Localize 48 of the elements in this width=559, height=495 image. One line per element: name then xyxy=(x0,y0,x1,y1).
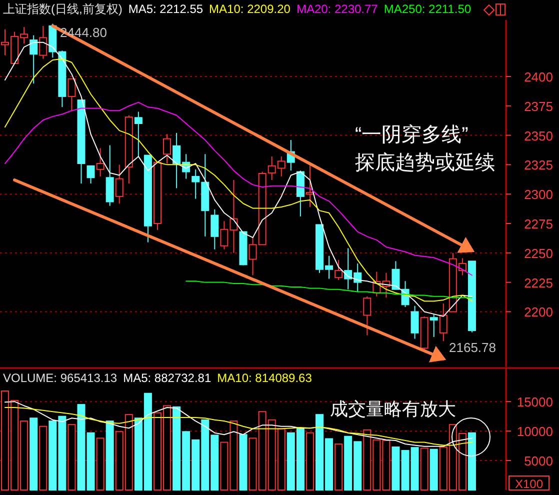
annotation: 成交量略有放大 xyxy=(330,399,456,419)
bar xyxy=(96,438,104,490)
candlestick xyxy=(134,111,142,157)
text: X100 xyxy=(514,477,544,491)
y-tick-label: 2200 xyxy=(524,304,553,320)
bar xyxy=(39,426,48,490)
bar xyxy=(392,446,400,490)
bar xyxy=(30,418,38,490)
chart-title: VOLUME: 965413.13 xyxy=(3,371,118,385)
y-tick-label: 2275 xyxy=(524,216,553,232)
bar xyxy=(77,404,86,490)
candlestick xyxy=(96,148,104,177)
bar xyxy=(86,432,95,490)
bar xyxy=(468,432,476,490)
candlestick xyxy=(192,168,200,200)
bar xyxy=(334,444,343,490)
y-tick-label: 10000 xyxy=(516,424,553,440)
text: MA10: 2209.20 xyxy=(209,2,291,16)
text: MA5: 2212.55 xyxy=(128,2,204,16)
annotation: 2165.78 xyxy=(449,340,496,355)
candlestick xyxy=(106,144,114,206)
candlestick xyxy=(210,208,219,250)
bar xyxy=(68,424,76,490)
candlestick xyxy=(163,134,172,164)
y-tick-label: 2375 xyxy=(524,98,553,114)
bar xyxy=(420,448,428,490)
y-tick-label: 2400 xyxy=(524,69,553,84)
y-tick-label: 2250 xyxy=(524,246,553,261)
candlestick xyxy=(115,164,124,204)
bar xyxy=(430,448,438,490)
annotation: 探底趋势或延续 xyxy=(355,152,495,174)
y-tick-label: 2300 xyxy=(524,187,553,202)
bar xyxy=(239,434,248,490)
text: MA20: 2230.77 xyxy=(296,2,378,16)
text: MA250: 2211.50 xyxy=(384,2,472,16)
y-tick-label: 5000 xyxy=(524,454,553,469)
y-tick-label: 2350 xyxy=(524,128,553,144)
text: MA10: 814089.63 xyxy=(217,371,312,385)
candlestick xyxy=(439,302,448,342)
annotation: “一阴穿多线” xyxy=(355,124,468,146)
candlestick xyxy=(201,154,210,237)
chart-title: 上证指数(日线,前复权) xyxy=(3,2,122,16)
y-tick-label: 15000 xyxy=(516,394,553,410)
y-tick-label: 2325 xyxy=(524,158,553,173)
text: MA5: 882732.81 xyxy=(123,371,212,385)
bar xyxy=(306,432,314,490)
bar xyxy=(106,420,114,490)
y-tick-label: 2225 xyxy=(524,275,553,290)
